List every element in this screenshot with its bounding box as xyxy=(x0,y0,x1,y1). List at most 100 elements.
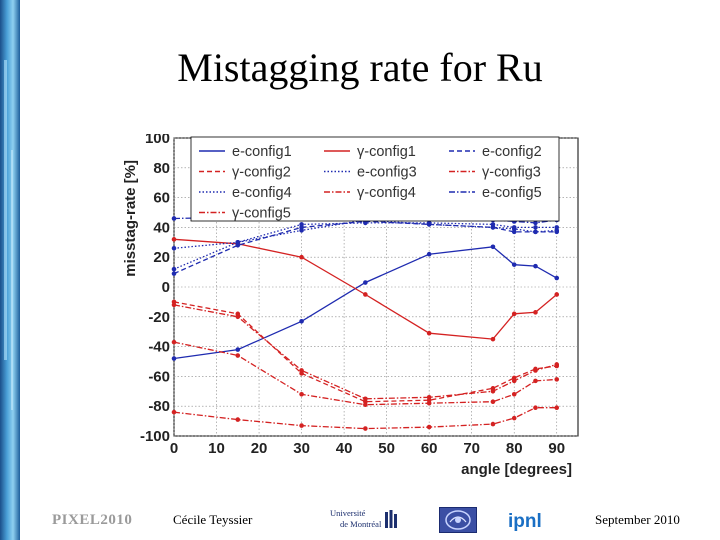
data-point xyxy=(554,362,560,367)
legend-entry: γ-config2 xyxy=(232,165,291,181)
x-tick-label: 70 xyxy=(463,440,480,457)
data-point xyxy=(511,415,517,421)
y-tick-label: -20 xyxy=(148,309,170,326)
x-tick-label: 30 xyxy=(293,440,310,457)
x-tick-label: 0 xyxy=(170,440,178,457)
legend-box xyxy=(190,136,560,222)
x-tick-label: 40 xyxy=(336,440,353,457)
footer-author: Cécile Teyssier xyxy=(173,512,253,527)
data-point xyxy=(554,377,560,382)
data-point xyxy=(533,220,538,226)
y-tick-label: -80 xyxy=(148,398,170,415)
ipnl-logo-text: ipnl xyxy=(508,511,542,532)
data-point xyxy=(171,339,177,345)
x-tick-label: 90 xyxy=(548,440,565,457)
data-point xyxy=(490,222,496,227)
legend-entry: e-config5 xyxy=(482,185,542,201)
data-point xyxy=(299,318,304,324)
slide-title: Mistagging rate for Ru xyxy=(177,45,543,90)
data-point xyxy=(363,280,368,285)
data-point xyxy=(490,336,496,342)
data-point xyxy=(511,311,517,317)
x-tick-label: 60 xyxy=(421,440,438,457)
data-point xyxy=(363,220,368,226)
y-tick-label: 100 xyxy=(145,134,170,147)
legend-entry: e-config1 xyxy=(232,144,292,160)
data-point xyxy=(426,400,432,406)
series-line xyxy=(173,222,557,249)
data-point xyxy=(490,421,496,427)
data-point xyxy=(511,262,517,267)
data-point xyxy=(171,302,177,308)
y-tick-label: 40 xyxy=(153,219,170,236)
data-point xyxy=(426,424,432,430)
legend-entry: γ-config5 xyxy=(232,206,291,222)
data-point xyxy=(171,245,177,251)
data-point xyxy=(554,292,560,297)
data-point xyxy=(533,405,538,410)
data-point xyxy=(299,423,304,428)
seal-icon xyxy=(445,510,471,530)
data-point xyxy=(533,368,538,373)
data-point xyxy=(533,263,538,269)
data-point xyxy=(511,391,517,397)
y-tick-label: 60 xyxy=(153,190,170,207)
data-point xyxy=(490,389,496,394)
y-tick-label: -100 xyxy=(140,428,170,445)
data-point xyxy=(426,394,432,400)
logo-udm-line2: de Montréal xyxy=(340,519,382,529)
data-point xyxy=(554,275,560,281)
legend-entry: γ-config3 xyxy=(482,165,541,181)
data-point xyxy=(554,405,560,410)
universite-de-montreal-logo: Université de Montréal xyxy=(330,508,400,532)
data-point xyxy=(363,292,368,297)
data-point xyxy=(554,225,560,230)
data-point xyxy=(171,356,177,361)
mistagging-rate-chart: 0 10 20 30 40 50 60 70 80 90 -100 -80 -60 -40 -20 0 20 40… xyxy=(122,134,579,478)
data-point xyxy=(363,402,368,408)
data-point xyxy=(511,225,517,230)
data-point xyxy=(533,378,538,384)
footer-conference: PIXEL2010 xyxy=(52,512,133,528)
legend-entry: e-config3 xyxy=(357,165,417,181)
legend-entry: γ-config4 xyxy=(357,185,416,201)
y-axis-label: misstag-rate [%] xyxy=(122,160,139,277)
data-point xyxy=(235,347,241,352)
udm-mark-icon xyxy=(385,510,397,528)
legend-entry: e-config4 xyxy=(232,185,292,201)
data-point xyxy=(235,353,241,358)
data-point xyxy=(533,310,538,315)
data-point xyxy=(171,237,177,242)
data-point xyxy=(299,228,304,233)
data-point xyxy=(171,266,177,272)
data-point xyxy=(299,222,304,227)
data-point xyxy=(490,399,496,405)
data-point xyxy=(235,240,241,245)
data-point xyxy=(490,244,496,250)
data-point xyxy=(235,417,241,422)
footer-date: September 2010 xyxy=(595,512,680,527)
x-axis-label: angle [degrees] xyxy=(461,461,572,478)
y-tick-label: -60 xyxy=(148,368,170,385)
data-point xyxy=(426,330,432,336)
y-tick-label: 0 xyxy=(162,279,170,296)
x-tick-label: 80 xyxy=(506,440,523,457)
data-point xyxy=(299,391,304,397)
data-point xyxy=(363,426,368,431)
data-point xyxy=(426,220,432,226)
data-point xyxy=(426,251,432,257)
logo-udm-line1: Université xyxy=(330,508,366,518)
side-decoration-band xyxy=(0,0,20,540)
data-point xyxy=(171,271,177,276)
data-point xyxy=(235,314,241,320)
decoration-streak xyxy=(11,150,13,410)
x-tick-label: 20 xyxy=(251,440,268,457)
data-point xyxy=(533,225,538,230)
x-tick-label: 10 xyxy=(208,440,225,457)
y-tick-label: 80 xyxy=(153,160,170,177)
data-point xyxy=(511,378,517,384)
data-point xyxy=(533,229,538,235)
decoration-streak xyxy=(4,60,7,360)
legend-entry: e-config2 xyxy=(482,144,542,160)
data-point xyxy=(299,368,304,373)
